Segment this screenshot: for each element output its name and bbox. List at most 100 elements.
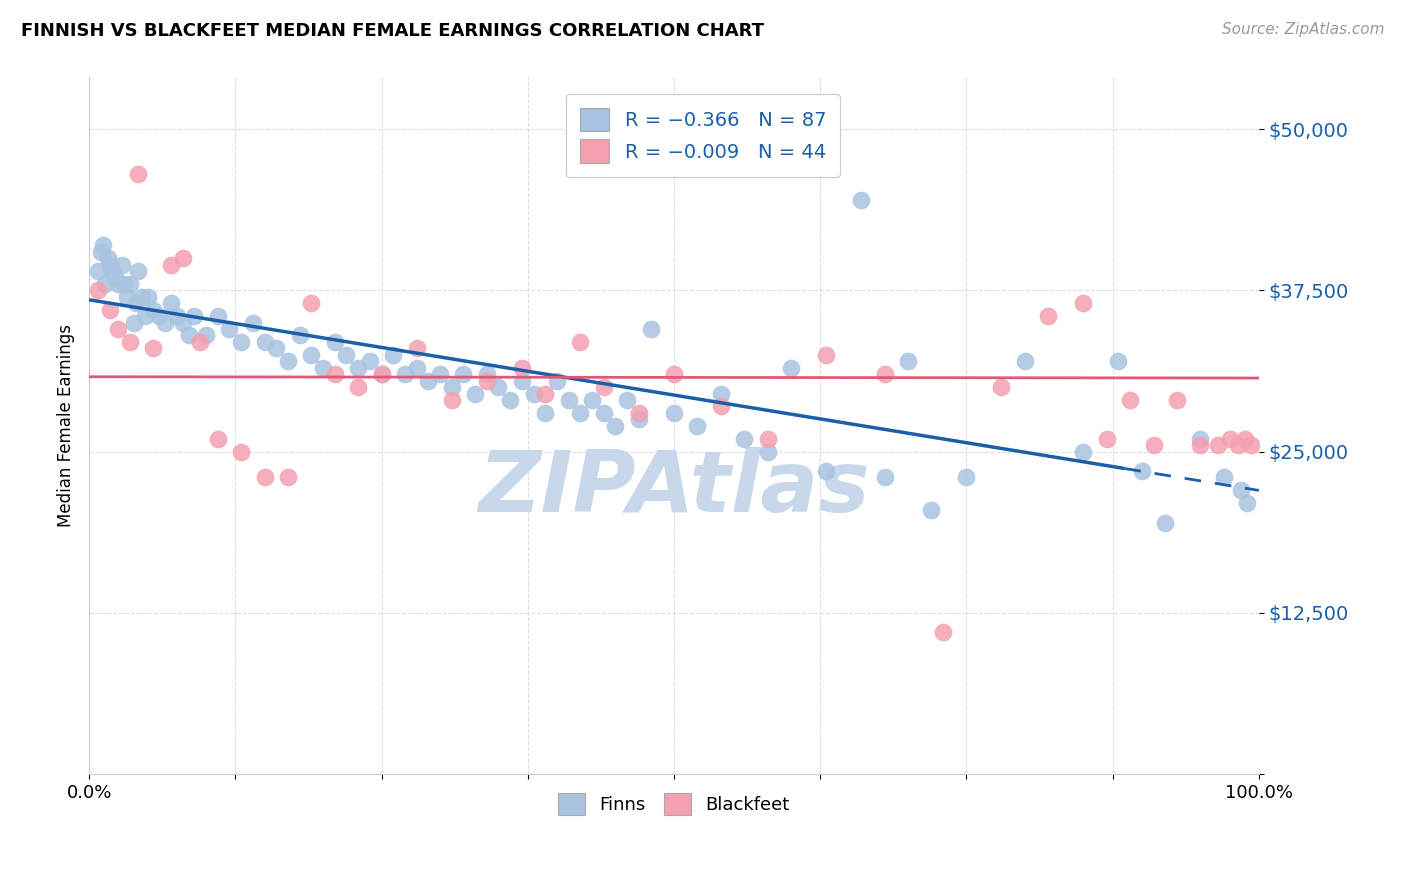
Point [394,367,416,381]
Point [153,316,176,330]
Point [733,432,755,446]
Point [897,354,920,368]
Point [1189,438,1212,452]
Point [932,625,955,640]
Point [873,470,896,484]
Legend: Finns, Blackfeet: Finns, Blackfeet [550,784,799,824]
Point [277,354,299,368]
Point [534,386,557,401]
Point [91,238,114,252]
Point [172,316,194,330]
Point [1230,483,1253,498]
Point [873,367,896,381]
Point [172,251,194,265]
Point [1206,438,1229,452]
Point [183,309,205,323]
Point [177,328,200,343]
Point [581,392,603,407]
Point [335,348,357,362]
Point [640,322,662,336]
Point [231,334,253,349]
Point [815,348,838,362]
Point [849,193,872,207]
Point [299,348,322,362]
Text: ZIPAtlas: ZIPAtlas [478,447,870,530]
Point [370,367,392,381]
Point [1142,438,1164,452]
Point [107,277,129,291]
Point [231,444,253,458]
Point [166,309,188,323]
Point [686,418,709,433]
Point [118,277,141,291]
Point [546,374,568,388]
Point [510,360,533,375]
Point [277,470,299,484]
Point [112,277,135,291]
Point [90,244,112,259]
Point [488,380,510,394]
Point [592,406,614,420]
Point [136,290,159,304]
Point [312,360,335,375]
Text: FINNISH VS BLACKFEET MEDIAN FEMALE EARNINGS CORRELATION CHART: FINNISH VS BLACKFEET MEDIAN FEMALE EARNI… [21,22,763,40]
Point [160,258,183,272]
Point [499,392,522,407]
Point [127,167,149,181]
Point [464,386,486,401]
Point [148,309,170,323]
Point [115,290,138,304]
Point [990,380,1012,394]
Point [87,264,110,278]
Point [1073,444,1095,458]
Point [1226,438,1249,452]
Point [920,502,942,516]
Point [264,342,287,356]
Point [323,367,346,381]
Point [627,412,650,426]
Point [1219,432,1241,446]
Point [955,470,977,484]
Point [142,302,165,317]
Point [1014,354,1036,368]
Point [815,464,838,478]
Point [101,264,124,278]
Point [405,360,427,375]
Point [534,406,557,420]
Point [1108,354,1130,368]
Point [418,374,440,388]
Point [475,367,498,381]
Point [347,360,370,375]
Point [207,309,229,323]
Point [1154,516,1177,530]
Point [107,322,129,336]
Point [662,367,685,381]
Point [253,470,276,484]
Point [710,386,733,401]
Point [122,316,145,330]
Point [98,258,121,272]
Point [98,302,121,317]
Point [160,296,183,310]
Point [475,374,498,388]
Point [142,342,165,356]
Point [1095,432,1118,446]
Point [1233,432,1256,446]
Point [125,296,148,310]
Point [523,386,546,401]
Point [218,322,240,336]
Point [780,360,803,375]
Point [104,270,127,285]
Point [440,380,463,394]
Point [323,334,346,349]
Point [207,432,229,446]
Point [756,444,779,458]
Point [288,328,311,343]
Point [127,264,149,278]
Point [557,392,579,407]
Point [605,418,627,433]
Point [111,258,134,272]
Point [188,334,211,349]
Point [1189,432,1212,446]
Point [1073,296,1095,310]
